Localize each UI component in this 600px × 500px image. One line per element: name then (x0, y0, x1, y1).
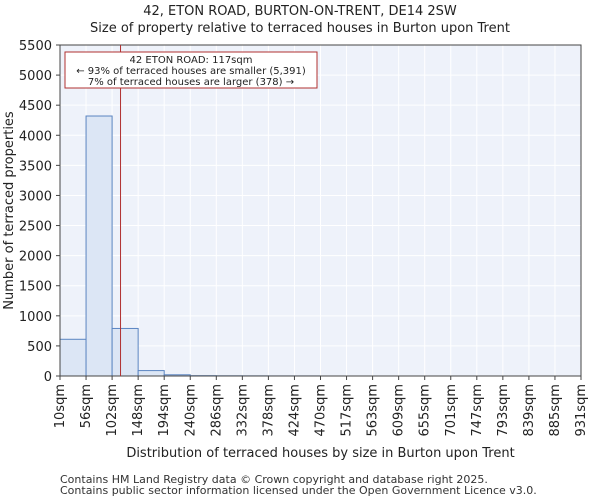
x-tick-label: 747sqm (470, 384, 485, 437)
marker-annotation: 42 ETON ROAD: 117sqm ← 93% of terraced h… (64, 51, 318, 89)
x-axis-ticks: 10sqm 56sqm 102sqm 148sqm 194sqm 240sqm 286sqm… (53, 376, 589, 437)
chart-subtitle: Size of property relative to terraced ho… (90, 21, 510, 36)
x-tick-label: 793sqm (496, 384, 511, 437)
x-tick-label: 56sqm (79, 384, 94, 428)
y-tick-label: 4000 (19, 129, 52, 144)
bar-10sqm (59, 338, 87, 377)
x-tick-label: 609sqm (392, 384, 407, 437)
y-tick-label: 4500 (19, 99, 52, 114)
x-tick-label: 931sqm (574, 384, 589, 437)
x-tick-label: 10sqm (53, 384, 68, 428)
y-tick-label: 1500 (19, 280, 52, 295)
bar-56sqm (85, 115, 113, 377)
x-tick-label: 378sqm (261, 384, 276, 437)
y-tick-label: 2500 (19, 220, 52, 235)
x-tick-label: 102sqm (105, 384, 120, 437)
y-axis-label: Number of terraced properties (2, 111, 17, 310)
x-tick-label: 240sqm (183, 384, 198, 437)
annotation-line-1: 42 ETON ROAD: 117sqm (130, 55, 253, 66)
annotation-line-2: ← 93% of terraced houses are smaller (5,… (76, 66, 306, 77)
y-tick-label: 3500 (19, 159, 52, 174)
annotation-box (64, 51, 318, 89)
footer-line-2: Contains public sector information licen… (60, 484, 537, 497)
bar-148sqm (137, 370, 165, 377)
x-tick-label: 194sqm (157, 384, 172, 437)
x-tick-label: 839sqm (522, 384, 537, 437)
x-tick-label: 424sqm (287, 384, 302, 437)
x-tick-label: 332sqm (235, 384, 250, 437)
y-tick-label: 5000 (19, 69, 52, 84)
y-tick-label: 0 (44, 370, 52, 385)
x-tick-label: 517sqm (340, 384, 355, 437)
x-tick-label: 885sqm (548, 384, 563, 437)
x-tick-label: 470sqm (314, 384, 329, 437)
x-tick-label: 148sqm (131, 384, 146, 437)
x-tick-label: 563sqm (366, 384, 381, 437)
y-tick-label: 5500 (19, 39, 52, 54)
y-tick-label: 500 (27, 340, 52, 355)
y-tick-label: 2000 (19, 250, 52, 265)
annotation-line-3: 7% of terraced houses are larger (378) → (88, 77, 294, 88)
footer-line-1: Contains HM Land Registry data © Crown c… (60, 473, 488, 486)
chart-title: 42, ETON ROAD, BURTON-ON-TRENT, DE14 2SW (143, 4, 457, 19)
x-axis-label: Distribution of terraced houses by size … (126, 446, 514, 461)
x-tick-label: 701sqm (444, 384, 459, 437)
y-tick-label: 1000 (19, 310, 52, 325)
plot-frame (59, 44, 582, 377)
y-axis-ticks: 0 500 1000 1500 2000 2500 3000 3500 4000 4500 5000… (19, 39, 60, 385)
y-tick-label: 3000 (19, 189, 52, 204)
grid-lines (59, 44, 582, 377)
bars (59, 115, 322, 377)
footer: Contains HM Land Registry data © Crown c… (60, 474, 537, 496)
x-tick-label: 286sqm (209, 384, 224, 437)
histogram-chart: 0 500 1000 1500 2000 2500 3000 3500 4000 4500 5000… (2, 39, 589, 461)
bar-102sqm (111, 327, 139, 377)
x-tick-label: 655sqm (418, 384, 433, 437)
